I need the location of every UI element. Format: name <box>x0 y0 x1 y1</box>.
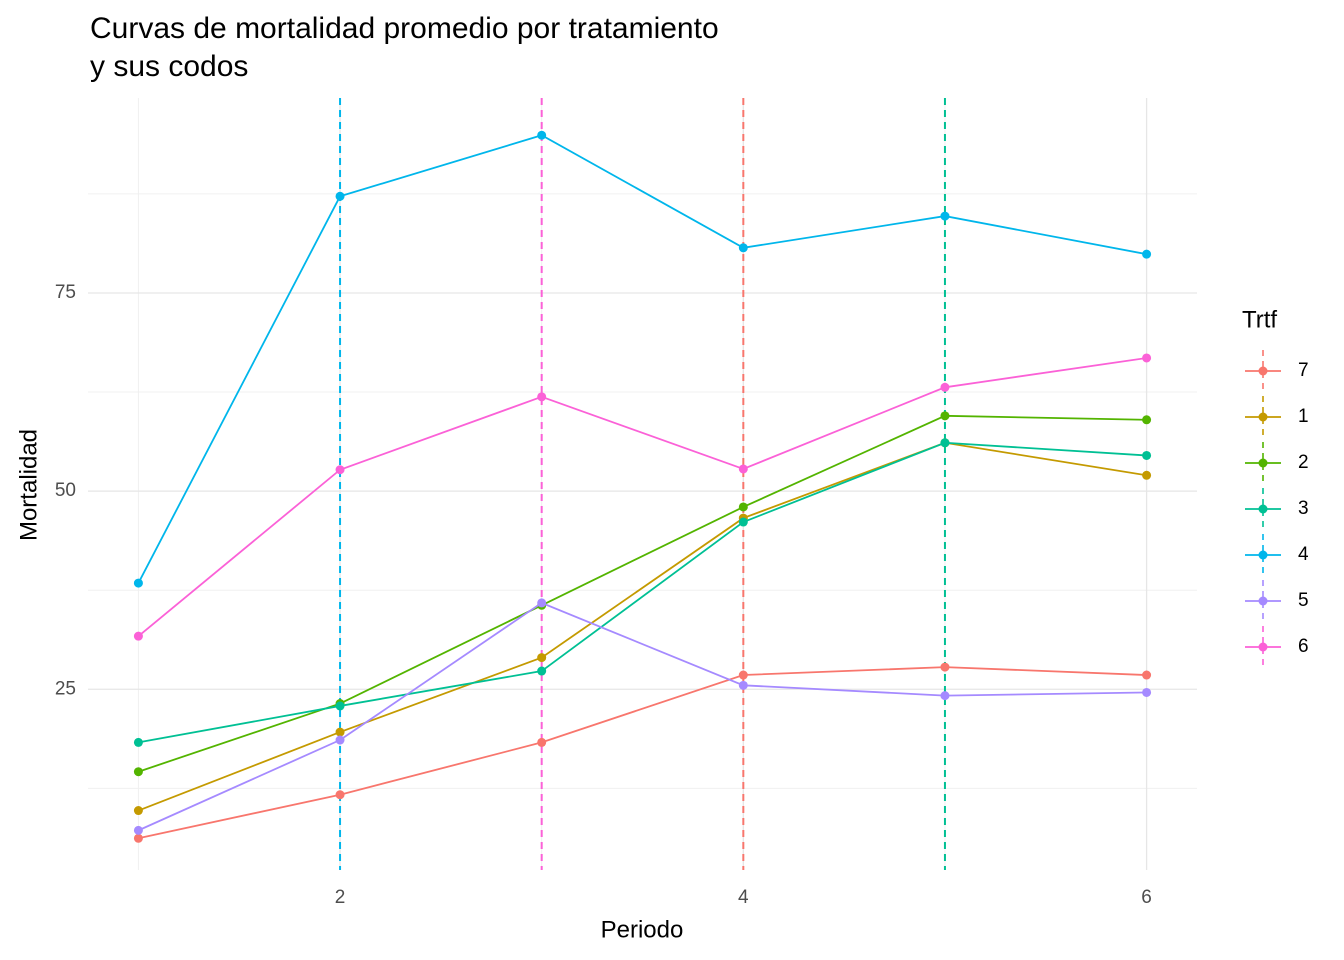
y-axis-label: Mortalidad <box>15 429 42 541</box>
y-tick-label: 75 <box>55 282 76 303</box>
legend-item: 1 <box>1245 396 1309 438</box>
legend-label: 4 <box>1298 544 1309 565</box>
data-point <box>133 631 143 641</box>
data-point <box>1142 670 1152 680</box>
legend-item: 4 <box>1245 534 1309 576</box>
chart-title: Curvas de mortalidad promedio por tratam… <box>90 12 719 83</box>
data-point <box>738 670 748 680</box>
data-point <box>738 517 748 527</box>
legend-key-point <box>1258 550 1268 560</box>
series-line <box>137 134 1147 584</box>
series-line <box>138 441 1147 744</box>
legend-label: 2 <box>1298 452 1309 473</box>
data-point <box>133 806 143 816</box>
legend-item: 5 <box>1245 580 1309 622</box>
data-point <box>940 438 950 448</box>
series-line <box>137 357 1147 637</box>
x-tick-label: 6 <box>1141 887 1152 908</box>
x-tick-label: 4 <box>738 887 749 908</box>
data-point <box>335 735 345 745</box>
data-point <box>940 382 950 392</box>
data-point <box>1142 687 1152 697</box>
data-point <box>940 411 950 421</box>
legend-item: 6 <box>1245 626 1309 668</box>
data-point <box>940 211 950 221</box>
x-tick-label: 2 <box>335 887 346 908</box>
legend-item: 3 <box>1245 488 1309 530</box>
y-tick-label: 50 <box>55 480 76 501</box>
data-point <box>335 727 345 737</box>
legend-label: 5 <box>1298 590 1309 611</box>
data-point <box>133 767 143 777</box>
series-line <box>138 441 1147 812</box>
y-tick-label: 25 <box>55 678 76 699</box>
data-point <box>335 701 345 711</box>
legend-key-point <box>1258 642 1268 652</box>
legend-item: 2 <box>1245 442 1309 484</box>
data-point <box>940 691 950 701</box>
legend-label: 1 <box>1298 406 1309 427</box>
data-point <box>133 825 143 835</box>
x-axis-label: Periodo <box>601 916 684 943</box>
legend-label: 7 <box>1298 360 1309 381</box>
data-point <box>335 191 345 201</box>
data-point <box>1142 450 1152 460</box>
data-point <box>1142 353 1152 363</box>
data-point <box>738 464 748 474</box>
data-point <box>537 666 547 676</box>
legend-item: 7 <box>1245 350 1309 392</box>
series-line <box>138 601 1147 832</box>
data-point <box>133 737 143 747</box>
data-point <box>537 598 547 608</box>
grid <box>88 98 1197 870</box>
data-point <box>940 662 950 672</box>
legend-key-point <box>1258 366 1268 376</box>
legend-key-point <box>1258 504 1268 514</box>
legend-label: 3 <box>1298 498 1309 519</box>
data-point <box>738 243 748 253</box>
legend-key-point <box>1258 458 1268 468</box>
legend-title: Trtf <box>1242 306 1277 333</box>
data-point <box>335 790 345 800</box>
series-line <box>138 666 1147 840</box>
data-point <box>537 130 547 140</box>
data-point <box>1142 249 1152 259</box>
data-point <box>738 502 748 512</box>
data-point <box>738 680 748 690</box>
data-point <box>335 465 345 475</box>
legend-label: 6 <box>1298 636 1309 657</box>
data-point <box>1142 415 1152 425</box>
data-point <box>537 392 547 402</box>
data-point <box>133 833 143 843</box>
data-point <box>1142 470 1152 480</box>
legend-key-point <box>1258 412 1268 422</box>
data-point <box>133 578 143 588</box>
data-point <box>537 737 547 747</box>
legend-key-point <box>1258 596 1268 606</box>
series-line <box>138 414 1147 773</box>
data-point <box>537 653 547 663</box>
